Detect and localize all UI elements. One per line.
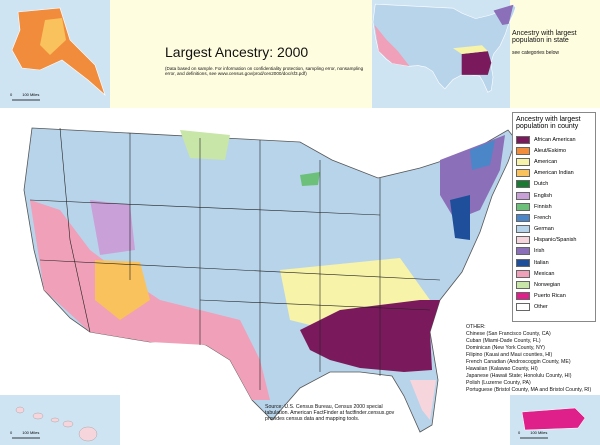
legend-item: Irish xyxy=(516,246,592,257)
legend-label: African American xyxy=(534,136,576,143)
legend-label: English xyxy=(534,192,553,199)
legend: Ancestry with largest population in coun… xyxy=(512,112,596,322)
title: Largest Ancestry: 2000 xyxy=(165,44,309,60)
other-item: Portuguese (Bristol County, MA and Brist… xyxy=(466,387,592,393)
other-item: Polish (Luzerne County, PA) xyxy=(466,380,531,386)
legend-items: African American Aleut/Eskimo American Amer… xyxy=(516,134,592,313)
scale-label: 100 Miles xyxy=(530,430,548,435)
legend-swatch xyxy=(516,292,530,301)
puerto-rico xyxy=(521,407,586,431)
legend-item: African American xyxy=(516,134,592,145)
subtitle: (Data based on sample. For information o… xyxy=(165,66,364,76)
legend-label: Italian xyxy=(534,259,549,266)
alaska-scale: 0 100 Miles xyxy=(10,92,39,97)
legend-item: Puerto Rican xyxy=(516,291,592,302)
legend-label: American Indian xyxy=(534,170,574,177)
legend-item: Mexican xyxy=(516,268,592,279)
legend-item: American Indian xyxy=(516,168,592,179)
region-american-indian xyxy=(95,260,150,320)
legend-item: Finnish xyxy=(516,201,592,212)
scale-label: 0 xyxy=(10,430,13,435)
other-item: Hawaiian (Kalawao County, HI) xyxy=(466,366,538,372)
legend-item: French xyxy=(516,212,592,223)
legend-label: Hispanic/Spanish xyxy=(534,237,577,244)
legend-swatch xyxy=(516,281,530,290)
state-inset-title: Ancestry with largest population in stat… xyxy=(512,30,577,44)
region-finnish xyxy=(300,172,320,186)
legend-label: American xyxy=(534,158,558,165)
other-item: Dominican (New York County, NY) xyxy=(466,345,545,351)
source: Source: U.S. Census Bureau, Census 2000 … xyxy=(265,404,395,422)
other-item: Filipino (Kauai and Maui counties, HI) xyxy=(466,352,553,358)
legend-label: Aleut/Eskimo xyxy=(534,147,567,154)
state-borders xyxy=(29,127,441,390)
region-florida xyxy=(410,380,436,420)
other-item: French Canadian (Androscoggin County, ME… xyxy=(466,359,571,365)
legend-item: Dutch xyxy=(516,179,592,190)
legend-item: American xyxy=(516,156,592,167)
legend-swatch xyxy=(516,247,530,256)
legend-item: Hispanic/Spanish xyxy=(516,235,592,246)
legend-label: Irish xyxy=(534,248,545,255)
hawaii-inset xyxy=(0,395,120,445)
legend-swatch xyxy=(516,213,530,222)
legend-swatch xyxy=(516,157,530,166)
legend-title: Ancestry with largest population in coun… xyxy=(516,116,581,130)
scale-bars xyxy=(12,99,548,439)
legend-swatch xyxy=(516,146,530,155)
legend-item: German xyxy=(516,224,592,235)
legend-label: Other xyxy=(534,304,548,311)
legend-item: Norwegian xyxy=(516,279,592,290)
legend-swatch xyxy=(516,258,530,267)
legend-swatch xyxy=(516,269,530,278)
region-italian xyxy=(450,195,470,240)
legend-swatch xyxy=(516,135,530,144)
scale-label: 0 xyxy=(10,92,13,97)
legend-label: Dutch xyxy=(534,181,549,188)
hawaii xyxy=(15,406,98,442)
legend-swatch xyxy=(516,169,530,178)
legend-item: Other xyxy=(516,302,592,313)
legend-item: Aleut/Eskimo xyxy=(516,145,592,156)
alaska-region xyxy=(40,18,66,55)
legend-label: Finnish xyxy=(534,203,552,210)
legend-label: Puerto Rican xyxy=(534,293,566,300)
scale-label: 100 Miles xyxy=(22,92,40,97)
region-french xyxy=(470,140,495,170)
region-english xyxy=(90,200,135,255)
scale-label: 0 xyxy=(518,430,521,435)
legend-swatch xyxy=(516,180,530,189)
legend-label: Mexican xyxy=(534,270,555,277)
legend-swatch xyxy=(516,202,530,211)
puerto-rico-scale: 0 100 Miles xyxy=(518,430,547,435)
legend-swatch xyxy=(516,303,530,312)
state-inset-note: see categories below xyxy=(512,50,559,56)
alaska xyxy=(11,7,106,96)
legend-swatch xyxy=(516,191,530,200)
legend-label: Norwegian xyxy=(534,282,561,289)
scale-label: 100 Miles xyxy=(22,430,40,435)
other-title: OTHER: xyxy=(466,324,486,330)
region-norwegian xyxy=(180,130,230,160)
legend-label: French xyxy=(534,214,552,221)
legend-swatch xyxy=(516,225,530,234)
legend-item: Italian xyxy=(516,257,592,268)
other-list: OTHER: Chinese (San Francisco County, CA… xyxy=(466,324,591,394)
other-item: Japanese (Hawaii State; Honolulu County,… xyxy=(466,373,572,379)
legend-swatch xyxy=(516,236,530,245)
other-item: Chinese (San Francisco County, CA) xyxy=(466,331,551,337)
legend-label: German xyxy=(534,226,554,233)
other-item: Cuban (Miami-Dade County, FL) xyxy=(466,338,541,344)
state-map xyxy=(372,3,516,93)
legend-item: English xyxy=(516,190,592,201)
hawaii-scale: 0 100 Miles xyxy=(10,430,39,435)
region-african-american xyxy=(300,300,440,372)
